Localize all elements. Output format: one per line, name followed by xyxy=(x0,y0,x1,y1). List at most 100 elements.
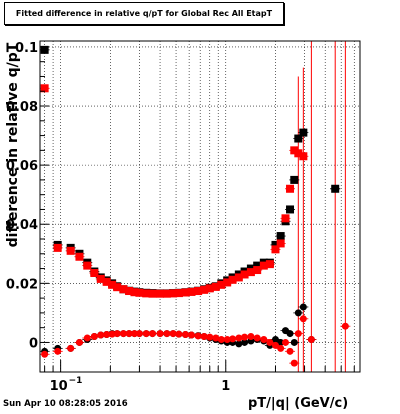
data-point-square xyxy=(259,261,268,270)
data-point-square xyxy=(148,289,157,298)
data-point-circle xyxy=(181,330,189,338)
y-tick-label: 0.08 xyxy=(6,100,38,115)
data-point-square xyxy=(156,289,165,298)
data-point-circle xyxy=(286,330,294,338)
data-point-circle xyxy=(41,350,49,358)
data-point-circle xyxy=(241,338,249,346)
axes xyxy=(39,40,361,373)
data-point-square xyxy=(102,277,111,286)
data-point-circle xyxy=(294,330,302,338)
data-markers xyxy=(40,45,349,367)
data-point-square xyxy=(299,152,308,161)
data-point-circle xyxy=(108,330,116,338)
data-point-circle xyxy=(341,322,349,330)
data-point-circle xyxy=(271,335,279,343)
timestamp: Sun Apr 10 08:28:05 2016 xyxy=(3,399,128,409)
data-point-circle xyxy=(142,330,150,338)
y-axis-label: difference in relative q/pT xyxy=(5,42,21,248)
data-point-square xyxy=(75,252,84,261)
data-point-square xyxy=(40,84,49,93)
data-point-square xyxy=(240,270,249,279)
data-point-square xyxy=(246,268,255,277)
data-point-square xyxy=(200,285,209,294)
data-point-square xyxy=(96,274,105,283)
data-point-circle xyxy=(235,334,243,342)
data-point-square xyxy=(276,232,285,241)
data-point-square xyxy=(253,261,262,270)
data-point-square xyxy=(130,288,139,297)
data-point-circle xyxy=(299,303,307,311)
x-tick-label: 1 xyxy=(221,379,230,394)
data-point-circle xyxy=(290,359,298,367)
data-point-square xyxy=(40,45,49,54)
data-point-circle xyxy=(119,330,127,338)
data-point-circle xyxy=(217,335,225,343)
data-point-circle xyxy=(206,333,214,341)
tick-labels: 0 0.02 0.04 0.06 0.08 0.1 10 −1 1 xyxy=(6,41,230,394)
data-point-circle xyxy=(54,347,62,355)
data-point-square xyxy=(125,287,134,296)
data-point-square xyxy=(142,289,151,298)
data-point-circle xyxy=(281,338,289,346)
data-point-square xyxy=(174,289,183,298)
data-point-square xyxy=(223,278,232,287)
y-tick-label: 0.1 xyxy=(15,41,38,56)
data-point-circle xyxy=(235,340,243,348)
data-point-circle xyxy=(290,338,298,346)
data-point-circle xyxy=(223,335,231,343)
data-point-circle xyxy=(212,334,220,342)
data-point-square xyxy=(181,288,190,297)
data-point-square xyxy=(119,285,128,294)
data-point-circle xyxy=(277,344,285,352)
data-point-circle xyxy=(148,330,156,338)
data-point-square xyxy=(271,245,280,254)
data-point-square xyxy=(290,146,299,155)
data-point-circle xyxy=(266,338,274,346)
data-point-square xyxy=(205,284,214,293)
data-point-circle xyxy=(125,330,133,338)
data-point-circle xyxy=(241,333,249,341)
y-tick-label: 0.06 xyxy=(6,159,38,174)
data-point-square xyxy=(228,275,237,284)
data-point-circle xyxy=(90,333,98,341)
y-tick-label: 0 xyxy=(29,336,38,351)
data-point-square xyxy=(83,261,92,270)
data-point-square xyxy=(271,240,280,249)
data-point-square xyxy=(169,289,178,298)
data-point-circle xyxy=(253,334,261,342)
data-point-circle xyxy=(103,330,111,338)
data-point-circle xyxy=(331,185,339,193)
data-point-circle xyxy=(75,338,83,346)
data-point-square xyxy=(234,273,243,282)
data-point-square xyxy=(108,280,117,289)
data-point-circle xyxy=(247,333,255,341)
data-point-circle xyxy=(130,330,138,338)
data-point-square xyxy=(265,260,274,269)
data-point-square xyxy=(90,268,99,277)
y-tick-label: 0.04 xyxy=(6,218,38,233)
data-point-circle xyxy=(156,330,164,338)
data-point-circle xyxy=(163,330,171,338)
data-point-square xyxy=(286,184,295,193)
data-point-circle xyxy=(67,344,75,352)
x-tick-label: 10 xyxy=(50,379,68,394)
data-point-square xyxy=(135,288,144,297)
data-point-circle xyxy=(294,309,302,317)
data-point-circle xyxy=(187,331,195,339)
data-point-circle xyxy=(113,330,121,338)
data-point-square xyxy=(281,214,290,223)
error-bars xyxy=(39,41,351,372)
data-point-square xyxy=(211,282,220,291)
data-point-circle xyxy=(286,347,294,355)
data-point-square xyxy=(286,205,295,214)
data-point-square xyxy=(290,175,299,184)
data-point-square xyxy=(162,289,171,298)
data-point-circle xyxy=(200,333,208,341)
data-point-circle xyxy=(135,330,143,338)
data-point-circle xyxy=(277,338,285,346)
data-point-square xyxy=(253,266,262,275)
data-point-circle xyxy=(83,334,91,342)
grid-lines xyxy=(40,41,360,372)
data-point-circle xyxy=(97,331,105,339)
data-point-circle xyxy=(271,341,279,349)
